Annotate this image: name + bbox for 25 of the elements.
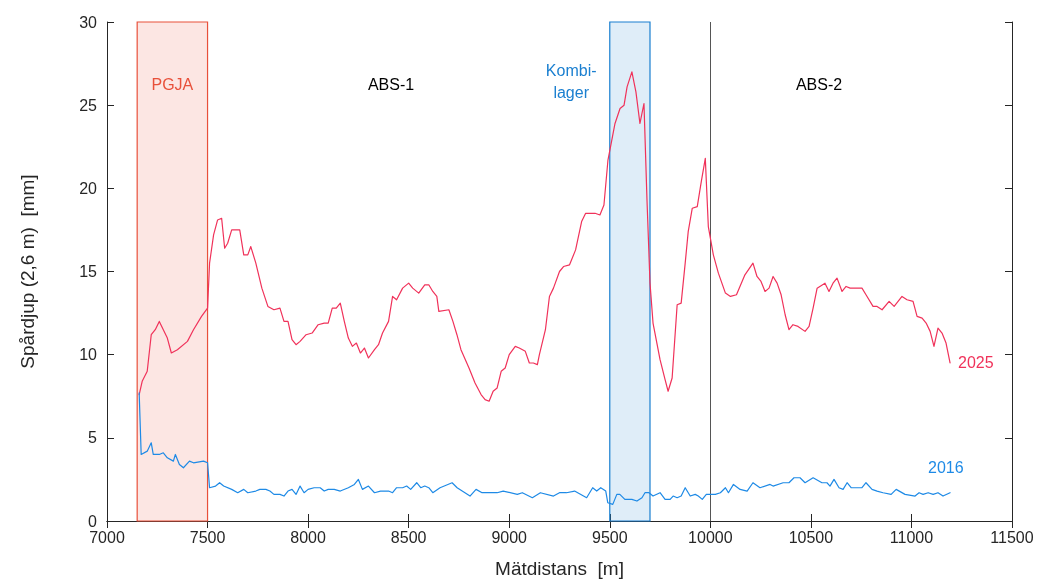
annotation: ABS-1	[367, 75, 415, 93]
y-tick-label: 10	[79, 346, 98, 364]
x-tick-label: 7500	[189, 528, 226, 546]
band-label: Kombi- lager	[545, 61, 597, 101]
band-label: PGJA	[151, 75, 194, 93]
y-axis-title: Spårdjup (2,6 m) [mm]	[17, 174, 38, 369]
x-tick-label: 8000	[290, 528, 327, 546]
x-tick-label: 10500	[788, 528, 834, 546]
x-tick-label: 11000	[889, 528, 934, 546]
x-tick-label: 8500	[390, 528, 427, 546]
y-tick-label: 0	[88, 512, 98, 530]
series-label: 2025	[958, 354, 994, 372]
y-tick-label: 25	[79, 96, 98, 114]
y-tick-label: 30	[79, 13, 98, 31]
y-tick-label: 15	[79, 263, 98, 280]
x-tick-label: 10000	[688, 528, 733, 546]
x-tick-label: 9000	[491, 528, 528, 546]
x-tick-label: 7000	[89, 528, 125, 546]
x-tick-label: 11500	[990, 528, 1034, 546]
x-axis-title: Mätdistans [m]	[495, 558, 624, 579]
x-tick-label: 9500	[591, 528, 628, 546]
y-tick-label: 20	[79, 179, 98, 197]
series-label: 2016	[928, 459, 964, 477]
y-tick-label: 5	[88, 429, 98, 447]
annotation: ABS-2	[795, 75, 843, 93]
